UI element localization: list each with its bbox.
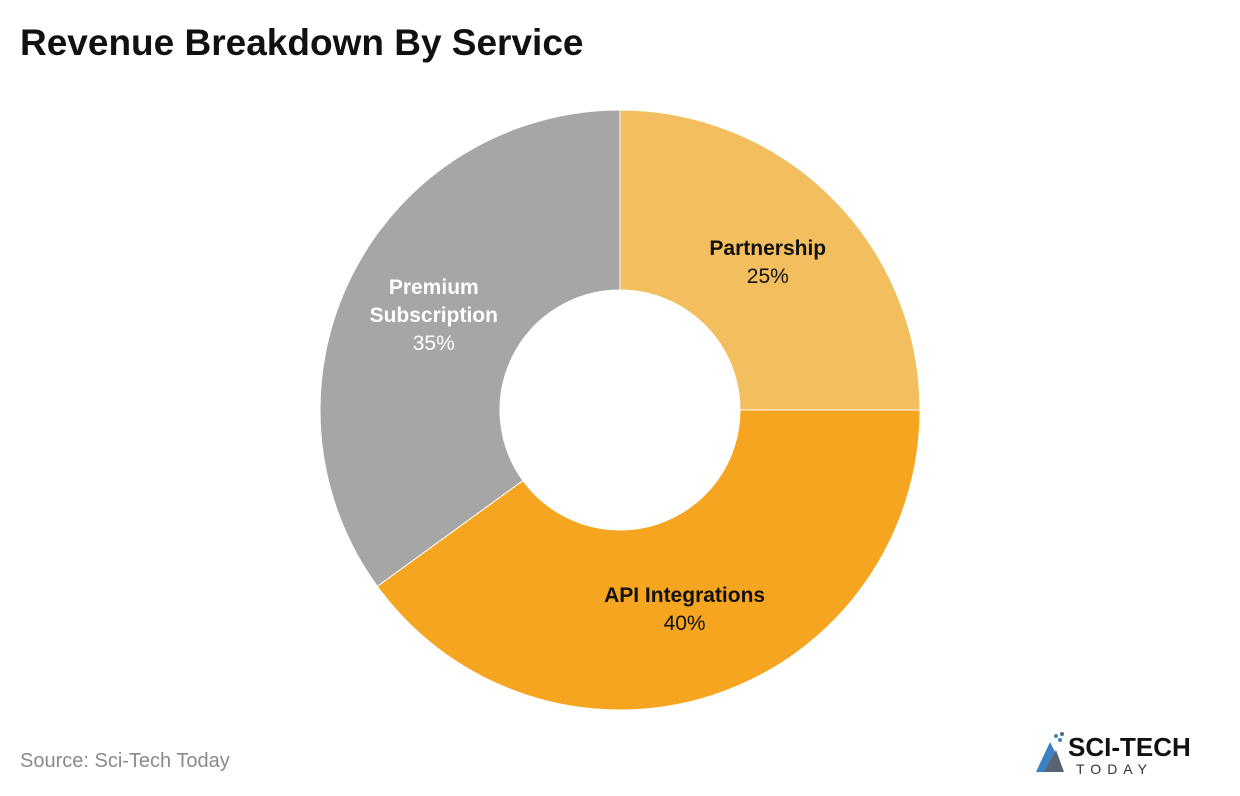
slice-label-value: 40%	[664, 612, 706, 635]
source-note: Source: Sci-Tech Today	[20, 750, 230, 772]
slice-label: API Integrations 40%	[604, 584, 765, 635]
slice-label-name: Premium	[389, 276, 479, 299]
slice-label: Partnership 25%	[709, 237, 826, 288]
slice-api-integrations	[376, 409, 921, 711]
slice-premium-subscription	[319, 109, 621, 588]
slice-label-value: 25%	[747, 265, 789, 288]
slice-label: Premium Subscription 35%	[370, 276, 498, 355]
sci-tech-today-logo: SCI-TECH TODAY	[1036, 732, 1191, 776]
chart-title: Revenue Breakdown By Service	[20, 22, 584, 63]
slice-label-name: Subscription	[370, 304, 498, 327]
svg-text:SCI-TECH: SCI-TECH	[1068, 732, 1191, 762]
slice-partnership	[619, 109, 921, 411]
slice-label-value: 35%	[413, 332, 455, 355]
slice-label-name: API Integrations	[604, 584, 765, 607]
slice-label-name: Partnership	[709, 237, 826, 260]
svg-text:TODAY: TODAY	[1076, 761, 1153, 776]
